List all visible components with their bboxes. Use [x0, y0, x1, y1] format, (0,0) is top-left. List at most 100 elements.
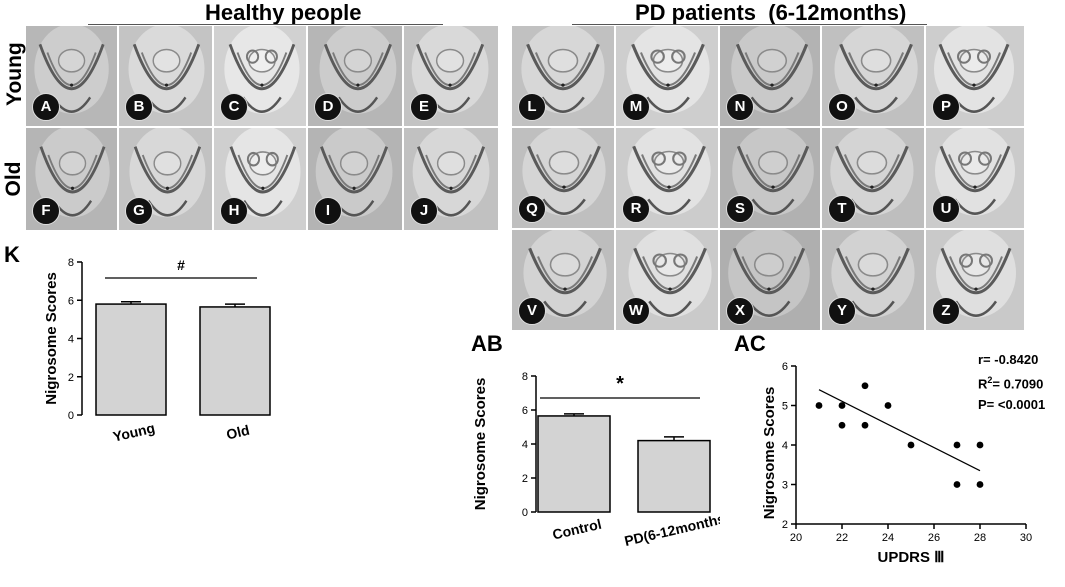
stat-r2-value: = 0.7090 — [992, 376, 1044, 392]
panel-label-badge-o: O — [828, 93, 856, 121]
y-tick-label: 2 — [68, 372, 74, 384]
chart-ac-updrs-scatter: 2 3 4 5 6 20 22 24 26 28 30 UPDRS Ⅲ Nigrosome Scores — [761, 361, 1032, 566]
panel-label-badge-d: D — [314, 93, 342, 121]
pd-patients-heading: PD patients (6-12months) — [635, 0, 907, 25]
mri-scan-graphic — [720, 26, 820, 126]
x-tick-label: 22 — [836, 532, 848, 544]
stat-r2: R2= 0.7090 — [978, 370, 1045, 394]
x-tick-label: 28 — [974, 532, 986, 544]
bar-control — [537, 415, 611, 513]
regression-line — [818, 389, 981, 472]
y-tick-label: 3 — [782, 480, 788, 492]
chart-ab-control-vs-pd: 0 2 4 6 8 Control PD(6-12months) * Nigrosome Sco… — [472, 371, 720, 549]
stat-r: r= -0.8420 — [978, 352, 1039, 367]
mri-image-panel-q: Q — [512, 128, 616, 230]
mri-image-panel-j: J — [404, 128, 500, 232]
panel-label-badge-a: A — [32, 93, 60, 121]
mri-image-panel-m: M — [616, 26, 720, 128]
bar-young — [95, 303, 167, 416]
mri-scan-graphic — [214, 26, 306, 126]
bar-pd-6-12months- — [637, 439, 711, 513]
y-tick-label: 2 — [782, 519, 788, 531]
panel-letter-ac: AC — [734, 331, 766, 356]
panel-letter-k: K — [4, 242, 20, 267]
scatter-point — [815, 402, 823, 409]
mri-scan-graphic — [926, 26, 1024, 126]
x-tick-label: 30 — [1020, 532, 1032, 544]
row-label-young: Young — [3, 42, 26, 106]
mri-scan-graphic — [26, 128, 117, 230]
panel-letter-ab: AB — [471, 331, 503, 356]
mri-image-panel-i: I — [308, 128, 404, 232]
y-tick-label: 0 — [522, 507, 528, 519]
panel-label-badge-b: B — [125, 93, 153, 121]
significance-marker: # — [177, 257, 185, 273]
panel-label-badge-h: H — [220, 197, 248, 225]
panel-label-badge-q: Q — [518, 195, 546, 223]
y-tick-label: 4 — [522, 439, 528, 451]
scatter-point — [884, 402, 892, 409]
mri-image-panel-s: S — [720, 128, 822, 230]
significance-marker: * — [616, 373, 624, 395]
mri-image-panel-r: R — [616, 128, 720, 230]
x-category-label: Control — [551, 516, 603, 543]
y-tick-label: 6 — [522, 405, 528, 417]
pd-heading-rule — [572, 24, 927, 25]
mri-image-panel-l: L — [512, 26, 616, 128]
panel-label-badge-n: N — [726, 93, 754, 121]
panel-label-badge-j: J — [410, 197, 438, 225]
mri-image-panel-w: W — [616, 230, 720, 332]
y-tick-label: 4 — [68, 334, 74, 346]
mri-image-panel-e: E — [404, 26, 500, 128]
mri-scan-graphic — [119, 26, 212, 126]
panel-label-badge-p: P — [932, 93, 960, 121]
scatter-point — [838, 421, 846, 429]
mri-scan-graphic — [308, 26, 402, 126]
panel-label-badge-z: Z — [932, 297, 960, 325]
mri-scan-graphic — [616, 230, 718, 330]
chart-k-young-vs-old: 0 2 4 6 8 Young Old # Nigrosome Scores — [43, 257, 271, 445]
mri-image-panel-n: N — [720, 26, 822, 128]
mri-scan-graphic — [119, 128, 212, 230]
panel-label-badge-g: G — [125, 197, 153, 225]
y-tick-label: 8 — [68, 257, 74, 269]
row-label-old: Old — [2, 161, 25, 197]
x-tick-label: 24 — [882, 532, 894, 544]
panel-label-badge-t: T — [828, 195, 856, 223]
panel-label-badge-r: R — [622, 195, 650, 223]
mri-scan-graphic — [512, 26, 614, 126]
panel-label-badge-x: X — [726, 297, 754, 325]
panel-label-badge-y: Y — [828, 297, 856, 325]
healthy-people-heading: Healthy people — [205, 0, 362, 25]
scatter-point — [953, 481, 961, 488]
y-tick-label: 6 — [782, 361, 788, 373]
y-tick-label: 5 — [782, 401, 788, 413]
y-tick-label: 0 — [68, 410, 74, 422]
panel-label-badge-i: I — [314, 197, 342, 225]
mri-scan-graphic — [26, 26, 117, 126]
panel-label-badge-c: C — [220, 93, 248, 121]
panel-label-badge-f: F — [32, 197, 60, 225]
mri-image-panel-a: A — [26, 26, 119, 128]
mri-image-panel-v: V — [512, 230, 616, 332]
y-tick-label: 8 — [522, 371, 528, 383]
correlation-stats: r= -0.8420 R2= 0.7090 P= <0.0001 — [978, 349, 1045, 415]
scatter-point — [976, 481, 984, 488]
stat-r2-superscript: 2 — [987, 375, 993, 385]
mri-scan-graphic — [308, 128, 402, 230]
scatter-point — [953, 441, 961, 449]
y-tick-label: 6 — [68, 295, 74, 307]
mri-image-panel-p: P — [926, 26, 1026, 128]
mri-scan-graphic — [926, 128, 1024, 228]
mri-image-panel-f: F — [26, 128, 119, 232]
panel-label-badge-u: U — [932, 195, 960, 223]
panel-label-badge-m: M — [622, 93, 650, 121]
y-axis-title: Nigrosome Scores — [43, 272, 60, 405]
scatter-point — [838, 402, 846, 409]
panel-label-badge-e: E — [410, 93, 438, 121]
stat-p: P= <0.0001 — [978, 397, 1046, 413]
scatter-point — [976, 441, 984, 449]
panel-label-badge-w: W — [622, 297, 650, 325]
mri-image-panel-u: U — [926, 128, 1026, 230]
y-tick-label: 4 — [782, 440, 788, 452]
